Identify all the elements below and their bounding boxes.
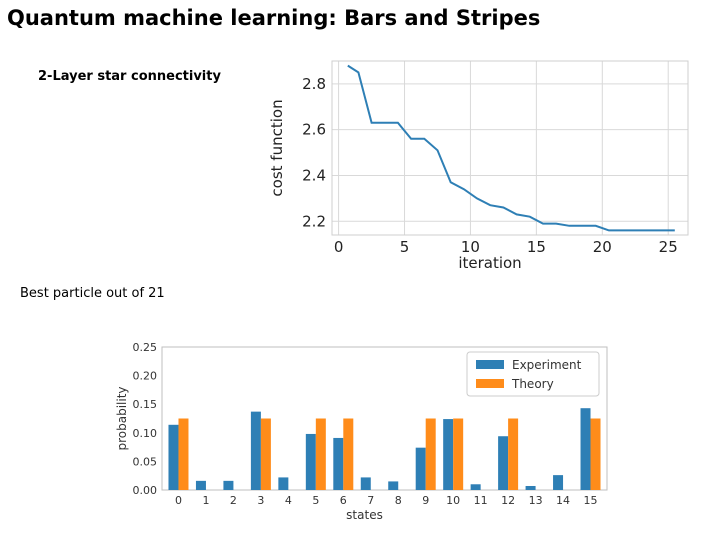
chart1-x-tick-label: 25 [659, 238, 678, 256]
chart2-x-tick-label: 11 [474, 494, 488, 507]
chart1-x-tick-label: 0 [334, 238, 344, 256]
chart2-bar-experiment [525, 485, 536, 490]
chart2-bar-experiment [580, 408, 591, 490]
chart1-y-tick-label: 2.6 [302, 121, 326, 139]
chart1-x-tick-label: 5 [400, 238, 410, 256]
chart2-x-tick-label: 2 [230, 494, 237, 507]
chart2-bar-theory [315, 418, 326, 490]
chart2-bar-experiment [168, 424, 179, 490]
chart2-x-tick-label: 3 [257, 494, 264, 507]
chart2-bar-experiment [443, 419, 454, 490]
chart1-frame [331, 60, 689, 236]
chart2-x-tick-label: 10 [446, 494, 460, 507]
bar-chart-caption: Best particle out of 21 [20, 286, 165, 301]
chart1-x-axis-label: iteration [458, 254, 521, 272]
chart1-x-tick-label: 10 [461, 238, 480, 256]
chart1-y-tick-label: 2.2 [302, 212, 326, 230]
chart1-x-tick-label: 15 [527, 238, 546, 256]
chart2-x-tick-label: 12 [501, 494, 515, 507]
chart2-x-tick-label: 5 [312, 494, 319, 507]
chart2-bar-experiment [498, 436, 509, 490]
slide-title: Quantum machine learning: Bars and Strip… [7, 6, 541, 30]
chart1-y-axis-label: cost function [268, 99, 286, 196]
chart2-x-tick-label: 13 [529, 494, 543, 507]
chart2-x-tick-label: 7 [367, 494, 374, 507]
chart1-grid [332, 61, 688, 235]
chart2-bar-theory [508, 418, 519, 490]
chart2-x-tick-label: 9 [422, 494, 429, 507]
chart2-x-tick-label: 8 [395, 494, 402, 507]
chart2-y-tick-label: 0.15 [133, 398, 158, 411]
chart2-y-tick-label: 0.10 [133, 427, 158, 440]
chart2-bar-theory [343, 418, 354, 490]
cost-function-chart: 0 5 10 15 20 25 2.2 2.4 2.6 2.8 iteration cost func… [268, 60, 689, 272]
chart1-y-tick-label: 2.4 [302, 166, 326, 184]
chart2-y-tick-label: 0.05 [133, 455, 158, 468]
chart2-bar-experiment [415, 447, 426, 490]
chart2-x-axis-label: states [346, 508, 383, 522]
chart2-bar-theory [260, 418, 271, 490]
chart2-y-axis-label: probability [115, 386, 129, 450]
chart2-y-tick-label: 0.20 [133, 370, 158, 383]
probability-bar-chart: 0.000.050.100.150.200.250 1 2 3 4 5 6 7 8 9 10 11 12… [115, 341, 608, 522]
chart2-bar-theory [425, 418, 436, 490]
chart2-x-tick-label: 15 [584, 494, 598, 507]
chart2-x-tick-label: 0 [175, 494, 182, 507]
chart2-frame [161, 346, 608, 491]
chart2-bar-experiment [250, 411, 261, 490]
chart2-bar-theory [590, 418, 601, 490]
chart2-bar-experiment [195, 480, 206, 490]
chart2-x-tick-label: 4 [285, 494, 292, 507]
chart2-x-tick-label: 1 [202, 494, 209, 507]
chart2-bar-experiment [360, 477, 371, 490]
chart2-bar-experiment [388, 481, 399, 490]
chart2-bar-experiment [223, 480, 234, 490]
chart2-legend-swatch-experiment [476, 360, 504, 369]
chart1-y-tick-label: 2.8 [302, 75, 326, 93]
chart2-bar-experiment [278, 477, 289, 490]
chart2-y-tick-label: 0.00 [133, 484, 158, 497]
chart2-bar-theory [453, 418, 464, 490]
chart2-legend-swatch-theory [476, 379, 504, 388]
chart2-legend-label-experiment: Experiment [512, 358, 582, 372]
chart2-legend-label-theory: Theory [511, 377, 554, 391]
chart2-x-tick-label: 6 [340, 494, 347, 507]
chart2-bar-experiment [333, 437, 344, 490]
chart2-x-tick-label: 14 [556, 494, 570, 507]
chart2-bar-experiment [470, 484, 481, 490]
chart1-series-line [347, 64, 675, 232]
chart-subtitle: 2-Layer star connectivity [38, 69, 221, 84]
chart2-bar-experiment [553, 475, 564, 490]
chart2-bar-experiment [305, 433, 316, 490]
chart2-y-tick-label: 0.25 [133, 341, 158, 354]
chart1-x-tick-label: 20 [593, 238, 612, 256]
chart2-bar-theory [178, 418, 189, 490]
